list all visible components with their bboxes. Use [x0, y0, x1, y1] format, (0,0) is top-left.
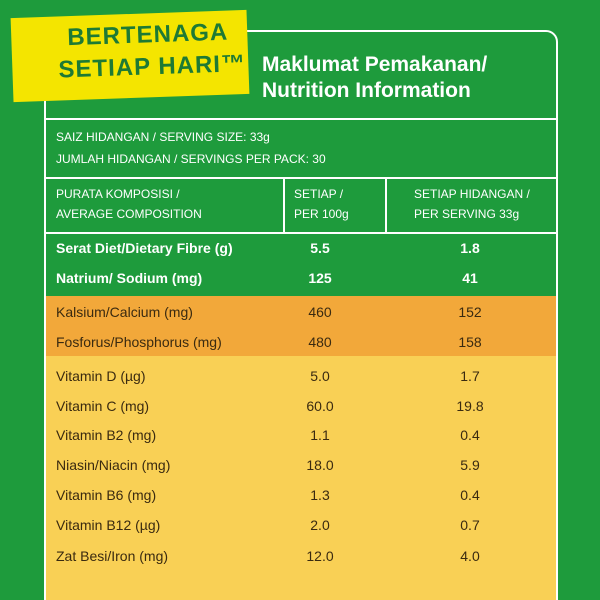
column-header: PURATA KOMPOSISI /	[56, 187, 180, 201]
nutrient-label: Vitamin B2 (mg)	[56, 427, 157, 443]
nutrient-value: 1.1	[310, 427, 330, 443]
nutrient-value: 152	[458, 304, 482, 320]
nutrient-value: 0.7	[460, 517, 480, 533]
nutrient-label: Vitamin B12 (µg)	[56, 517, 161, 533]
divider	[44, 177, 558, 179]
serving-info: JUMLAH HIDANGAN / SERVINGS PER PACK: 30	[56, 152, 326, 166]
frame	[44, 30, 558, 600]
divider	[44, 232, 558, 234]
column-header: SETIAP HIDANGAN /	[414, 187, 530, 201]
column-header: SETIAP /	[294, 187, 344, 201]
nutrient-label: Vitamin B6 (mg)	[56, 487, 157, 503]
nutrient-value: 1.3	[310, 487, 330, 503]
column-header: PER SERVING 33g	[414, 207, 520, 221]
nutrient-label: Niasin/Niacin (mg)	[56, 457, 171, 473]
nutrient-value: 5.0	[310, 368, 330, 384]
badge: BERTENAGA SETIAP HARI™	[10, 9, 250, 103]
divider	[283, 177, 285, 234]
nutrient-value: 12.0	[306, 548, 334, 564]
column-header: AVERAGE COMPOSITION	[56, 207, 202, 221]
nutrient-label: Zat Besi/Iron (mg)	[56, 548, 169, 564]
nutrient-value: 2.0	[310, 517, 330, 533]
nutrient-value: 1.7	[460, 368, 480, 384]
nutrient-value: 480	[308, 334, 332, 350]
nutrient-value: 460	[308, 304, 332, 320]
nutrient-label: Serat Diet/Dietary Fibre (g)	[56, 240, 233, 256]
nutrient-value: 0.4	[460, 427, 480, 443]
divider	[44, 118, 558, 120]
nutrient-value: 125	[308, 270, 332, 286]
nutrient-value: 60.0	[306, 398, 334, 414]
badge-line: SETIAP HARI™	[57, 49, 247, 84]
nutrient-value: 18.0	[306, 457, 334, 473]
nutrient-value: 5.5	[310, 240, 330, 256]
divider	[385, 177, 387, 234]
badge-line: BERTENAGA	[66, 18, 229, 52]
nutrient-value: 0.4	[460, 487, 480, 503]
nutrient-label: Kalsium/Calcium (mg)	[56, 304, 193, 320]
nutrient-value: 5.9	[460, 457, 480, 473]
nutrient-label: Vitamin D (µg)	[56, 368, 146, 384]
nutrient-label: Fosforus/Phosphorus (mg)	[56, 334, 222, 350]
column-header: PER 100g	[294, 207, 349, 221]
nutrient-value: 19.8	[456, 398, 484, 414]
nutrient-label: Vitamin C (mg)	[56, 398, 150, 414]
orange-band	[46, 296, 556, 356]
nutrient-value: 158	[458, 334, 482, 350]
yellow-band	[46, 356, 556, 600]
nutrient-value: 41	[462, 270, 478, 286]
nutrient-value: 4.0	[460, 548, 480, 564]
serving-info: SAIZ HIDANGAN / SERVING SIZE: 33g	[56, 130, 270, 144]
title: Maklumat Pemakanan/	[262, 53, 488, 76]
nutrient-label: Natrium/ Sodium (mg)	[56, 270, 203, 286]
title: Nutrition Information	[262, 79, 471, 102]
nutrient-value: 1.8	[460, 240, 480, 256]
